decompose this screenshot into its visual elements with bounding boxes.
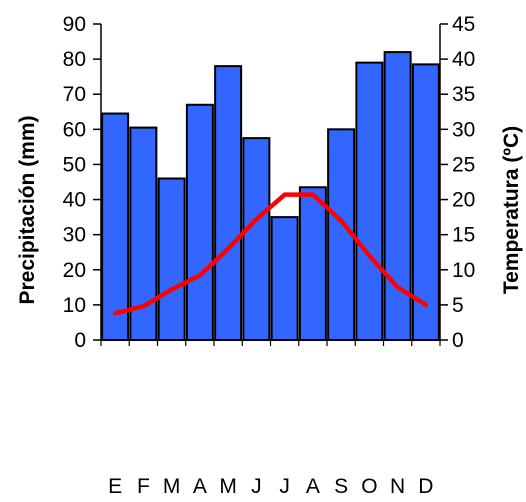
month-label: A — [306, 475, 320, 498]
temperature-series — [112, 192, 429, 316]
temperature-line — [112, 192, 429, 316]
precipitation-bar-1 — [101, 112, 130, 341]
left-tick-label: 50 — [63, 153, 86, 176]
month-label: M — [163, 475, 181, 498]
right-tick-label: 25 — [452, 153, 475, 176]
month-label: M — [219, 475, 237, 498]
right-tick-label: 45 — [452, 13, 475, 36]
month-label: F — [137, 475, 150, 498]
right-tick-label: 10 — [452, 259, 475, 282]
right-tick-label: 30 — [452, 118, 475, 141]
left-tick-label: 20 — [63, 259, 86, 282]
precipitation-bar-7 — [270, 216, 299, 341]
precipitation-bar-11 — [383, 51, 412, 342]
month-label: S — [334, 475, 348, 498]
left-tick-label: 70 — [63, 83, 86, 106]
precipitation-bar-10 — [355, 61, 384, 342]
month-label: E — [108, 475, 122, 498]
precipitation-bar-8 — [298, 186, 327, 341]
month-label: O — [361, 475, 377, 498]
right-axis-title: Temperatura (ºC) — [500, 126, 523, 294]
left-tick-label: 60 — [63, 118, 86, 141]
left-tick-label: 0 — [74, 329, 86, 352]
precipitation-bar-3 — [157, 177, 186, 341]
right-tick-label: 5 — [452, 294, 464, 317]
precipitation-bar-6 — [242, 137, 271, 341]
right-tick-label: 40 — [452, 48, 475, 71]
precipitation-bars — [101, 51, 440, 342]
left-axis-title: Precipitación (mm) — [16, 115, 39, 304]
right-tick-label: 35 — [452, 83, 475, 106]
month-label: A — [193, 475, 207, 498]
month-label: J — [251, 475, 262, 498]
month-label: J — [279, 475, 290, 498]
precipitation-bar-4 — [185, 103, 214, 342]
left-tick-label: 90 — [63, 13, 86, 36]
left-tick-label: 40 — [63, 189, 86, 212]
left-tick-label: 30 — [63, 224, 86, 247]
right-axis-ticks: 0 5 10 15 20 25 30 35 40 45 — [440, 13, 475, 352]
precipitation-bar-5 — [214, 65, 243, 341]
left-tick-label: 10 — [63, 294, 86, 317]
right-tick-label: 20 — [452, 189, 475, 212]
right-tick-label: 15 — [452, 224, 475, 247]
left-tick-label: 80 — [63, 48, 86, 71]
month-label: D — [418, 475, 433, 498]
right-tick-label: 0 — [452, 329, 464, 352]
left-axis-ticks: 0 10 20 30 40 50 60 70 80 90 — [63, 13, 101, 352]
chart-axes — [100, 24, 441, 346]
month-label: N — [390, 475, 405, 498]
